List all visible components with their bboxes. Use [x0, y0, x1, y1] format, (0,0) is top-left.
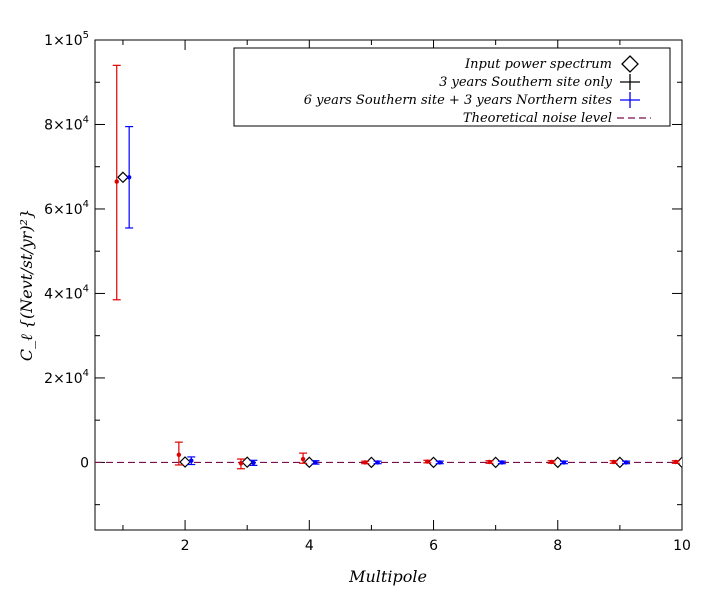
combined-point [561, 460, 567, 465]
legend-diamond-icon [621, 55, 639, 73]
x-axis: 2 4 6 8 10 [122, 40, 691, 554]
y-tick-mantissa: 4×10 [44, 286, 82, 302]
y-tick-label: 1×105 [44, 30, 89, 49]
x-tick-label: 2 [181, 538, 190, 554]
south-point [425, 459, 430, 464]
y-tick-mantissa: 1×10 [44, 33, 82, 49]
combined-point [251, 460, 256, 466]
south-point [176, 452, 182, 458]
legend-label-noise: Theoretical noise level [463, 111, 612, 126]
input-diamond-point [489, 456, 502, 469]
input-diamond-point [676, 456, 682, 469]
combined-point [126, 175, 132, 180]
x-tick-label: 6 [429, 538, 438, 554]
y-tick-mantissa: 0 [80, 455, 89, 471]
y-tick-exponent: 5 [83, 30, 89, 41]
input-diamond-point [303, 456, 316, 469]
x-tick-label: 8 [553, 538, 562, 554]
y-tick-label: 8×104 [44, 114, 89, 133]
combined-point [189, 458, 194, 463]
south-point [300, 456, 306, 462]
south-point [487, 459, 492, 465]
input-diamond-point [117, 171, 129, 184]
south-point [238, 461, 244, 466]
x-axis-title: Multipole [348, 567, 427, 586]
y-tick-exponent: 4 [83, 283, 89, 294]
y-tick-mantissa: 8×10 [44, 117, 82, 133]
input-diamond-point [551, 456, 564, 469]
x-tick-label: 4 [305, 538, 314, 554]
y-tick-label: 6×104 [44, 199, 89, 218]
y-tick-label: 0 [80, 455, 89, 471]
legend-label-input: Input power spectrum [464, 57, 612, 72]
data-marks [112, 64, 690, 470]
input-diamond-point [614, 456, 626, 469]
south-point [114, 179, 119, 184]
south-point [611, 459, 616, 465]
combined-point [437, 460, 442, 465]
y-tick-mantissa: 6×10 [44, 202, 82, 218]
combined-point [499, 460, 505, 465]
south-point [673, 459, 678, 465]
y-tick-exponent: 4 [83, 199, 89, 210]
y-tick-exponent: 4 [83, 368, 89, 379]
y-tick-exponent: 4 [83, 114, 89, 125]
south-point [549, 459, 554, 465]
legend-label-south: 3 years Southern site only [439, 75, 613, 90]
input-diamond-point [365, 456, 378, 469]
combined-point [623, 460, 629, 465]
y-tick-mantissa: 2×10 [44, 371, 82, 387]
y-tick-label: 2×104 [44, 368, 89, 387]
combined-point [375, 460, 380, 465]
legend-box [233, 47, 671, 127]
plot-frame [94, 39, 683, 531]
y-axis-title: C_ℓ {(Nevt/st/yr)²} [17, 209, 36, 361]
combined-point [686, 460, 690, 464]
south-point [363, 460, 368, 465]
x-tick-label: 10 [673, 538, 691, 554]
legend: Input power spectrum 3 years Southern si… [233, 47, 671, 127]
legend-label-combined: 6 years Southern site + 3 years Northern… [304, 93, 613, 108]
y-tick-label: 4×104 [44, 283, 89, 302]
combined-point [313, 460, 318, 465]
